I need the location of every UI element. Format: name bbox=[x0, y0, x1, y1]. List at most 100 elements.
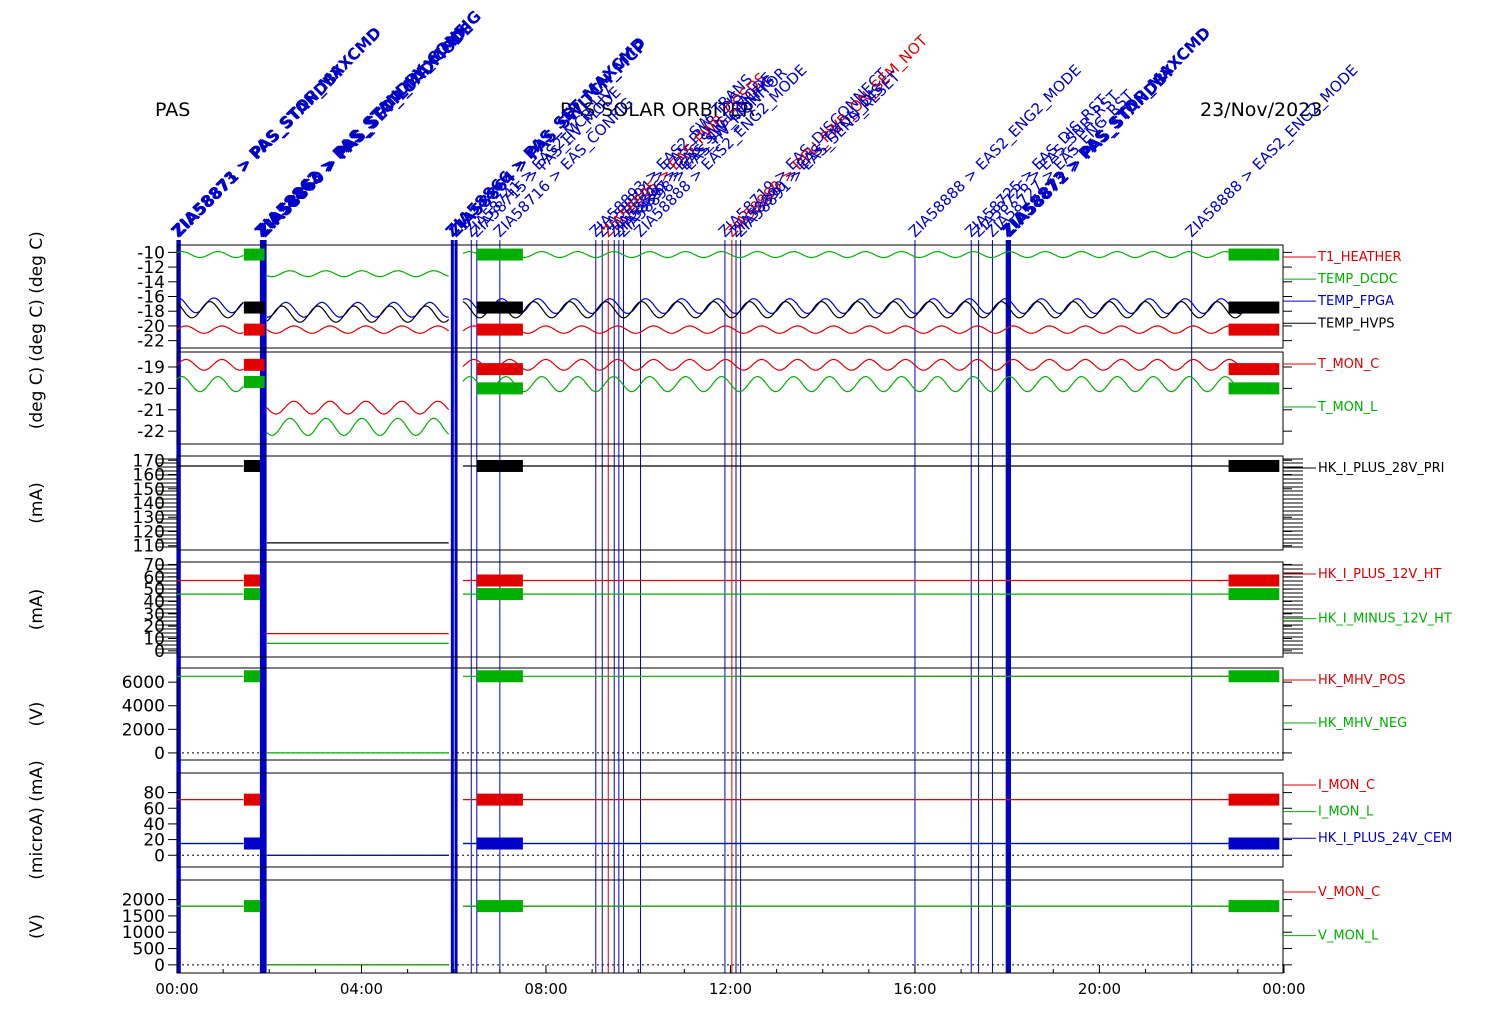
x-tick-label: 20:00 bbox=[1078, 980, 1121, 998]
y-tick-label: -21 bbox=[137, 401, 165, 421]
y-tick-label: -18 bbox=[137, 302, 165, 322]
y-tick-label: -20 bbox=[137, 379, 165, 399]
legend-entry: V_MON_L bbox=[1318, 929, 1379, 944]
x-tick-label: 16:00 bbox=[893, 980, 936, 998]
series-line bbox=[177, 842, 1243, 856]
data-block bbox=[1228, 900, 1280, 913]
y-tick-label: 80 bbox=[143, 784, 165, 804]
x-tick-label: 00:00 bbox=[155, 980, 198, 998]
data-block bbox=[476, 670, 523, 683]
panel-frame bbox=[176, 455, 1284, 551]
data-block bbox=[1228, 363, 1280, 376]
legend-entry: HK_I_PLUS_28V_PRI bbox=[1318, 461, 1444, 476]
y-tick-label: 2000 bbox=[122, 720, 165, 740]
series-line bbox=[176, 358, 1243, 415]
data-block bbox=[476, 382, 523, 395]
data-block bbox=[243, 793, 261, 806]
data-block bbox=[1228, 323, 1280, 336]
event-label: ZIA58872 > PAS_STANDBY bbox=[999, 61, 1179, 241]
data-block bbox=[243, 670, 261, 683]
legend-entry: TEMP_HVPS bbox=[1317, 316, 1394, 331]
event-lines bbox=[176, 240, 1193, 973]
data-block bbox=[1228, 574, 1280, 587]
data-block bbox=[243, 248, 265, 261]
series-line bbox=[177, 593, 1243, 644]
y-tick-label: 160 bbox=[133, 466, 165, 486]
series-line bbox=[176, 251, 1243, 278]
data-block bbox=[476, 248, 523, 261]
data-block bbox=[243, 459, 261, 472]
y-tick-label: -22 bbox=[137, 332, 165, 352]
series-line bbox=[177, 905, 1243, 966]
y-tick-label: 40 bbox=[143, 815, 165, 835]
legend-entry: HK_MHV_POS bbox=[1318, 673, 1406, 688]
legend-entry: TEMP_FPGA bbox=[1317, 294, 1394, 309]
panel-frame bbox=[176, 879, 1284, 974]
event-label: ZIA58888 > EAS2_ENG2_MODE bbox=[1182, 61, 1362, 241]
y-tick-label: 20 bbox=[143, 831, 165, 851]
y-tick-label: 0 bbox=[154, 642, 165, 662]
y-tick-label: 0 bbox=[154, 846, 165, 866]
plot-panels: -10-12-14-16-18-20-22(deg C) (deg C) T1_H… bbox=[27, 231, 1452, 976]
y-tick-label: 0 bbox=[154, 956, 165, 976]
panel-frame bbox=[176, 667, 1284, 761]
series-line bbox=[177, 579, 1243, 635]
legend-entry: HK_I_PLUS_12V_HT bbox=[1318, 567, 1442, 582]
data-block bbox=[243, 574, 261, 587]
data-block bbox=[243, 358, 265, 371]
panel-frame bbox=[176, 351, 1284, 445]
y-axis-label: (mA) bbox=[27, 589, 47, 630]
y-tick-label: -10 bbox=[137, 243, 165, 263]
event-label: ZIA58888 > EAS2_ENG2_MODE bbox=[631, 61, 811, 241]
data-block bbox=[1228, 248, 1280, 261]
data-block bbox=[476, 363, 523, 376]
y-tick-label: 20 bbox=[143, 617, 165, 637]
y-axis-label: (microA) (mA) bbox=[27, 760, 47, 879]
data-block bbox=[1228, 837, 1280, 850]
x-axis: 00:00 04:00 08:00 12:00 16:00 20:00 00:00 bbox=[155, 965, 1306, 998]
data-block bbox=[243, 900, 261, 913]
series-line bbox=[176, 325, 1243, 334]
y-tick-label: 30 bbox=[143, 605, 165, 625]
y-tick-label: 150 bbox=[133, 480, 165, 500]
panel: -10-12-14-16-18-20-22 (deg C) (deg C) T1_H… bbox=[27, 231, 1402, 362]
y-tick-label: 1500 bbox=[122, 907, 165, 927]
data-block bbox=[243, 375, 265, 388]
data-block bbox=[476, 301, 523, 314]
data-block bbox=[476, 837, 523, 850]
legend-entry: HK_I_PLUS_24V_CEM bbox=[1318, 831, 1452, 846]
panel-frame bbox=[176, 561, 1284, 658]
data-block bbox=[1228, 670, 1280, 683]
y-tick-label: 170 bbox=[133, 451, 165, 471]
series-line bbox=[176, 297, 1243, 318]
y-tick-label: 60 bbox=[143, 799, 165, 819]
y-tick-label: -20 bbox=[137, 317, 165, 337]
y-tick-label: 120 bbox=[133, 522, 165, 542]
panel: 706050403020100(mA)HK_I_PLUS_12V_HTHK_I_… bbox=[27, 555, 1452, 661]
data-block bbox=[1228, 459, 1280, 472]
y-tick-label: -12 bbox=[137, 258, 165, 278]
series-line bbox=[177, 842, 1243, 856]
legend-entry: I_MON_C bbox=[1318, 778, 1375, 793]
y-tick-label: 6000 bbox=[122, 673, 165, 693]
legend-entry: HK_MHV_NEG bbox=[1318, 716, 1407, 731]
series-line bbox=[176, 301, 1243, 323]
legend-entry: T_MON_L bbox=[1317, 400, 1378, 415]
y-axis-label: (deg C) bbox=[27, 367, 47, 430]
y-tick-label: -14 bbox=[137, 273, 165, 293]
series-line bbox=[177, 675, 1243, 754]
data-block bbox=[243, 837, 261, 850]
y-tick-label: 110 bbox=[133, 537, 165, 557]
series-line bbox=[177, 465, 1243, 544]
data-block bbox=[1228, 588, 1280, 601]
y-tick-label: -16 bbox=[137, 288, 165, 308]
data-block bbox=[476, 588, 523, 601]
series-line bbox=[176, 376, 1243, 436]
series-line bbox=[177, 799, 1243, 856]
event-label: ZIA58871 > PAS_STANDBY bbox=[169, 61, 349, 241]
